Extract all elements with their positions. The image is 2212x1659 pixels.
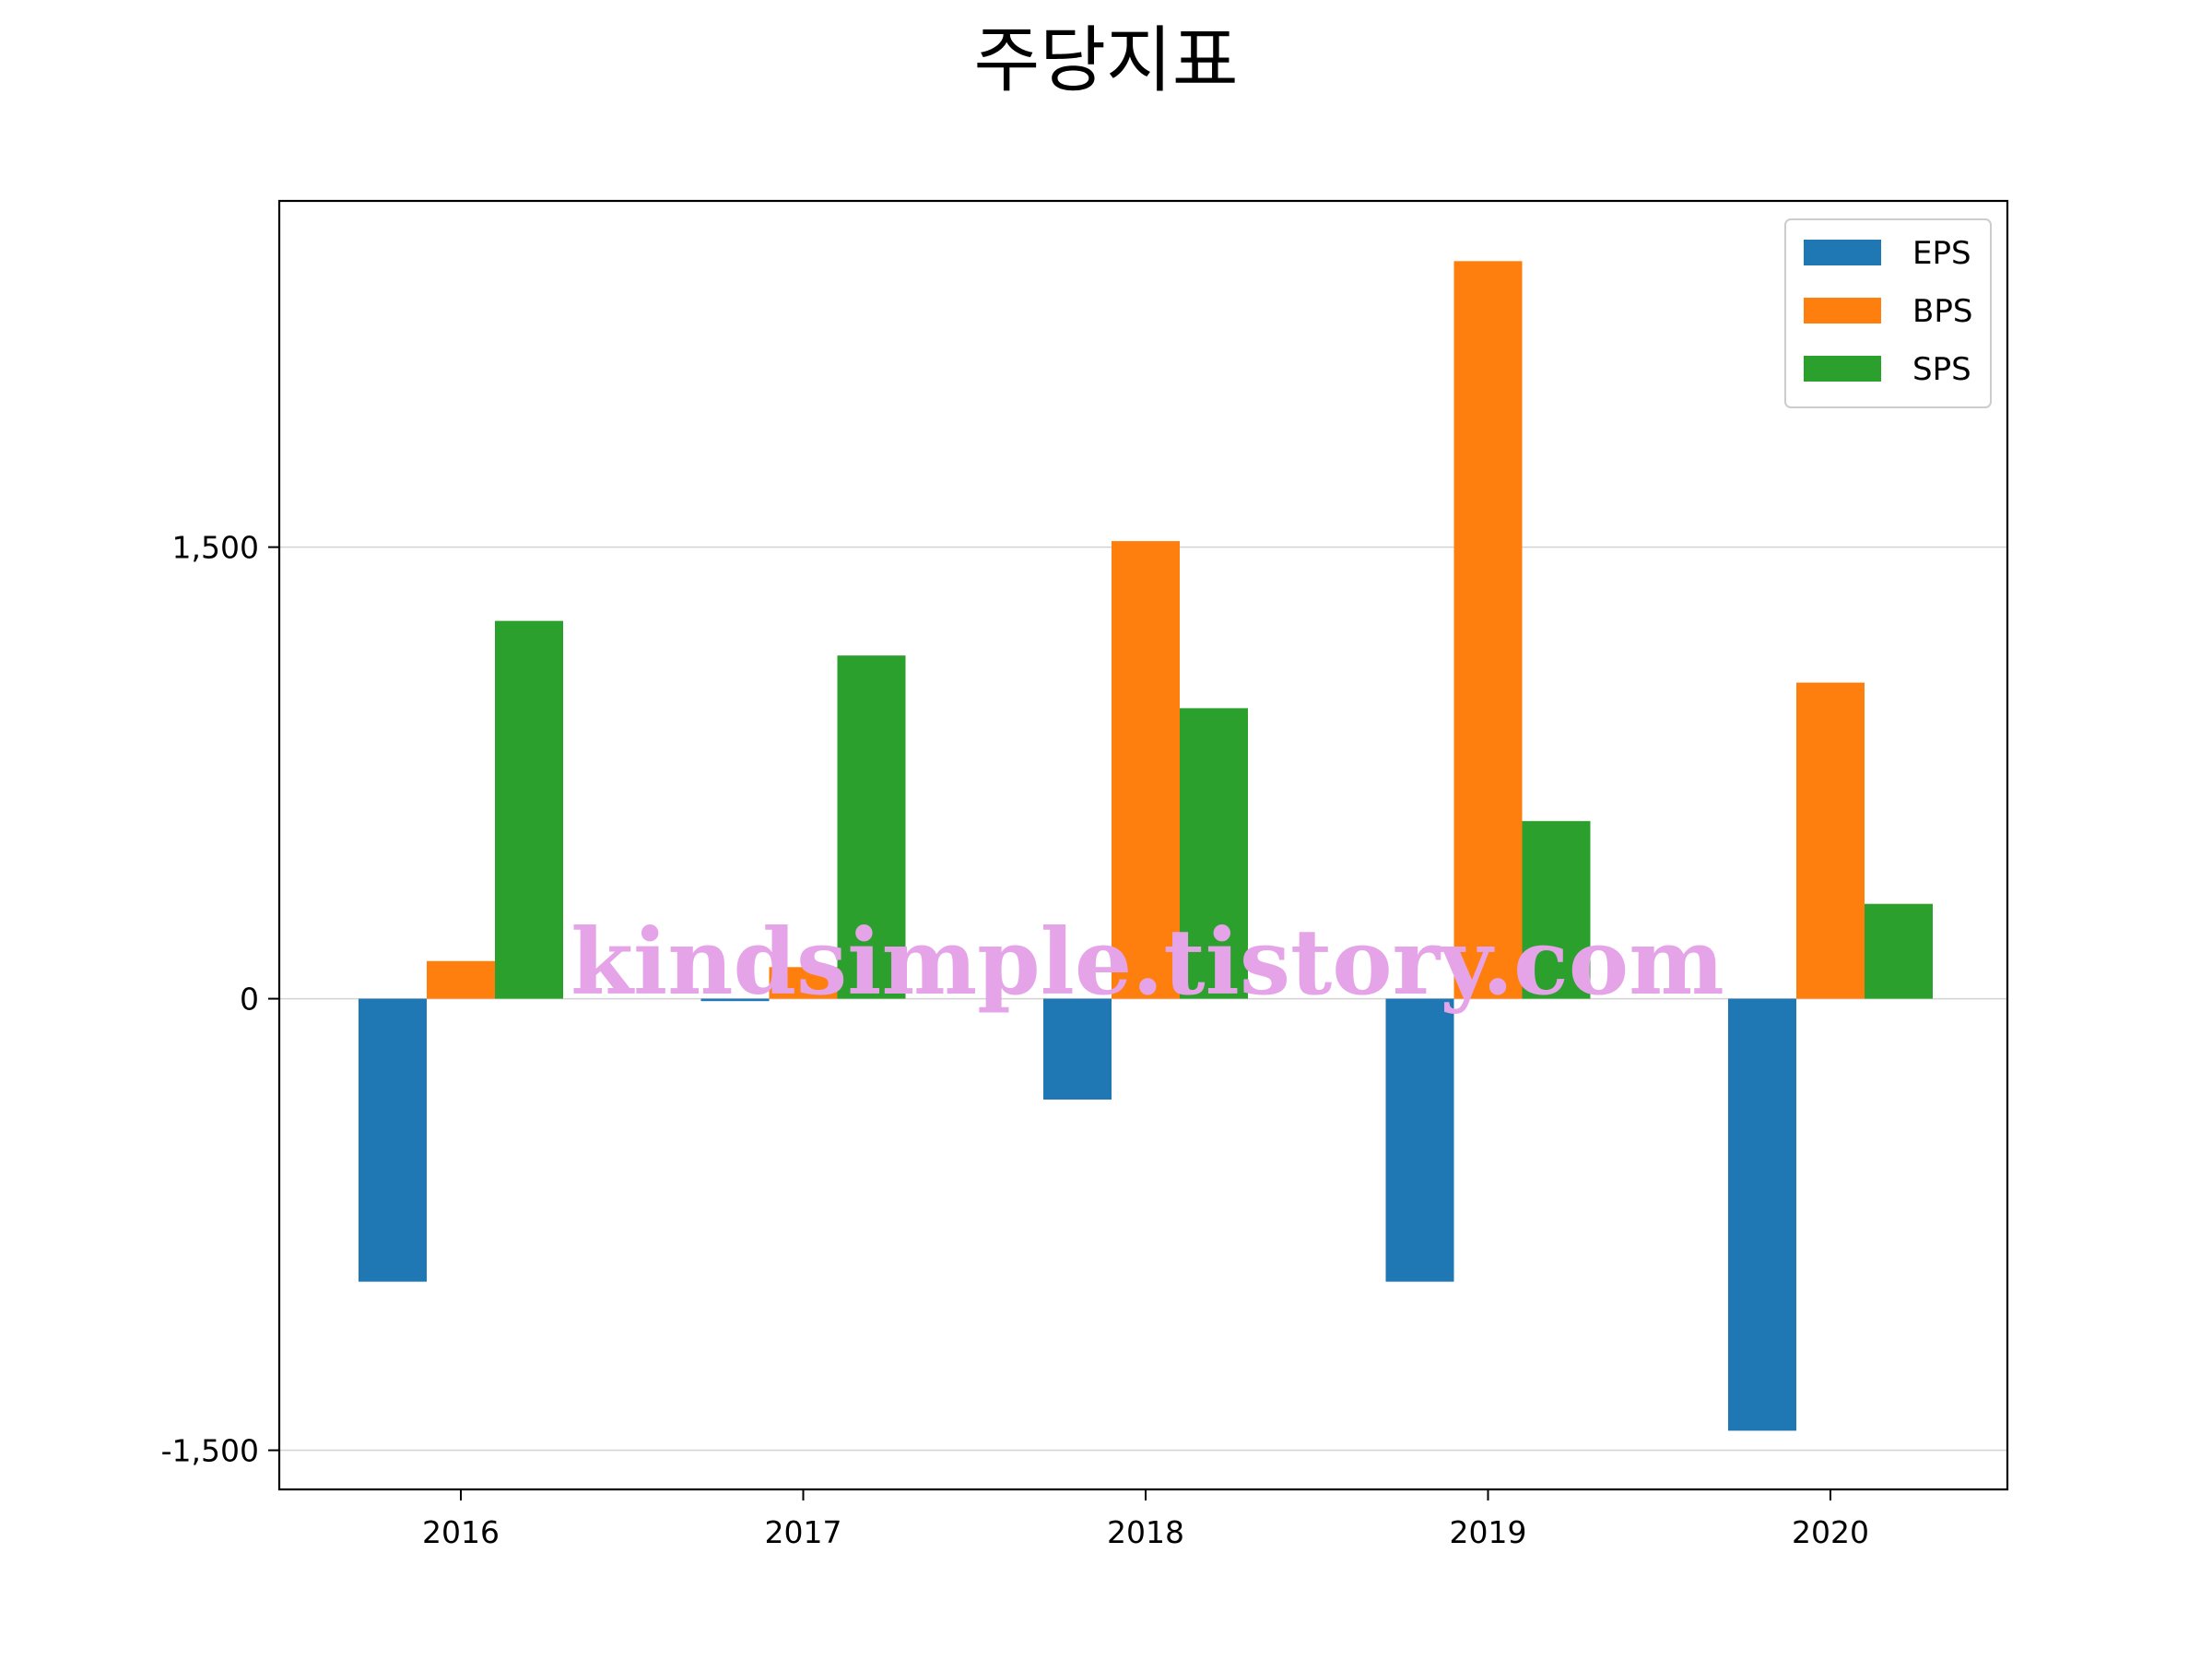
bar-bps-2018 (1112, 541, 1180, 999)
ticks: 2016 2017 2018 2019 2020 -1,500 0 1,500 (161, 530, 1869, 1550)
watermark-text: kindsimple.tistory.com (571, 910, 1724, 1016)
x-tick-label-2020: 2020 (1792, 1514, 1869, 1550)
bar-bps-2020 (1796, 682, 1865, 999)
bar-sps-2016 (495, 620, 563, 999)
bar-sps-2020 (1865, 903, 1933, 999)
x-tick-label-2017: 2017 (765, 1514, 842, 1550)
bar-bps-2019 (1453, 261, 1523, 999)
bar-sps-2019 (1522, 820, 1591, 999)
legend-label-sps: SPS (1912, 351, 1971, 388)
bar-bps-2016 (427, 960, 495, 999)
axes (277, 199, 2009, 1491)
x-tick-label-2018: 2018 (1107, 1514, 1184, 1550)
legend-label-bps: BPS (1912, 293, 1972, 330)
bar-eps-2020 (1728, 998, 1796, 1431)
bars (359, 261, 1933, 1431)
y-tick-label-2: 1,500 (172, 530, 259, 566)
plot-frame (277, 199, 2009, 1491)
bar-bps-2017 (769, 967, 838, 999)
bar-eps-2018 (1043, 998, 1112, 1100)
x-tick-label-2016: 2016 (422, 1514, 500, 1550)
legend-swatch-bps (1804, 298, 1881, 324)
legend-swatch-sps (1804, 356, 1881, 382)
bar-sps-2018 (1180, 708, 1248, 999)
chart-title: 주당지표 (973, 19, 1238, 102)
y-tick-label-1: 0 (240, 982, 259, 1018)
bar-eps-2016 (359, 998, 427, 1282)
x-tick-label-2019: 2019 (1450, 1514, 1527, 1550)
legend: EPS BPS SPS (1784, 218, 1992, 408)
legend-label-eps: EPS (1912, 235, 1971, 272)
legend-swatch-eps (1804, 240, 1881, 265)
bar-sps-2017 (837, 655, 906, 999)
bar-eps-2017 (700, 998, 770, 1002)
bar-eps-2019 (1385, 998, 1454, 1282)
y-tick-label-0: -1,500 (161, 1433, 259, 1469)
